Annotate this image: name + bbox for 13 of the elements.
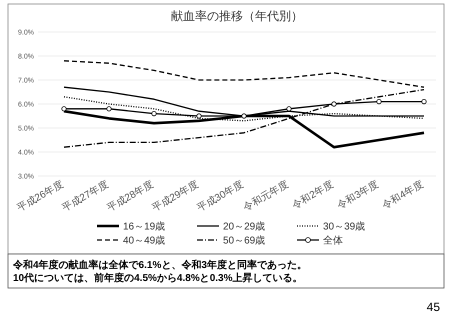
text: 令和4年度の献血率は全体で6.1%と、令和3年度と同率であった。 — [12, 259, 307, 271]
text: 10代については、前年度の4.5%から4.8%と0.3%上昇している。 — [13, 272, 303, 284]
legend-label: 30～39歳 — [323, 220, 366, 232]
legend-label: 20～29歳 — [223, 220, 266, 232]
text: 45 — [426, 300, 440, 314]
x-tick-label: 令和2年度 — [290, 178, 336, 212]
legend-label: 40～49歳 — [123, 234, 166, 246]
legend-label: 全体 — [323, 234, 343, 246]
legend-label: 50～69歳 — [223, 234, 266, 246]
chart-title: 献血率の推移（年代別） — [171, 9, 303, 23]
x-tick-label: 令和3年度 — [335, 178, 380, 212]
x-tick-label: 令和4年度 — [380, 178, 426, 212]
legend-label: 16～19歳 — [123, 220, 166, 232]
